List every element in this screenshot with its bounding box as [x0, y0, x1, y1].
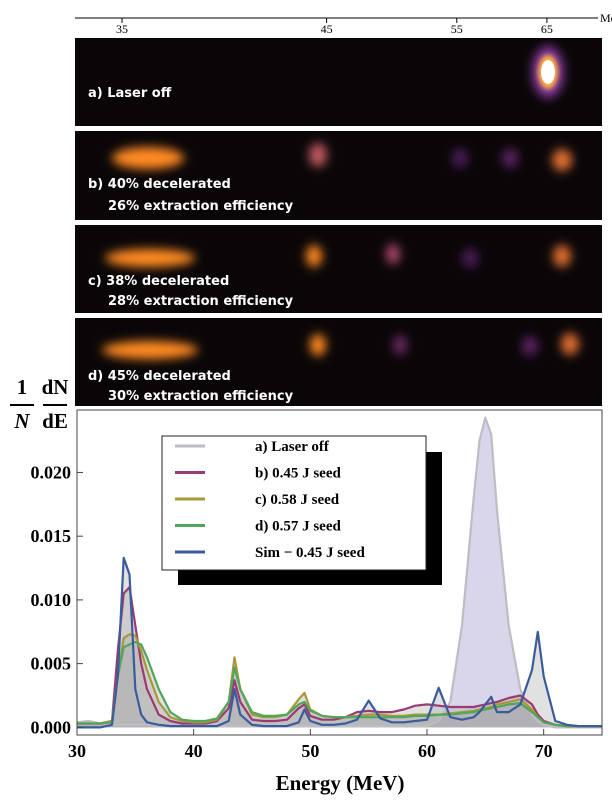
figure: 35 45 55 65 MeV a) Laser off b) 40% decelerate… — [0, 0, 612, 802]
top-tick-label: 45 — [321, 22, 333, 36]
panel-label: c) 38% decelerated — [88, 274, 229, 289]
spot — [541, 60, 555, 84]
panel-label: a) Laser off — [88, 86, 172, 101]
panel-label: 30% extraction efficiency — [108, 389, 294, 404]
y-label-den: N — [13, 409, 30, 433]
spot — [462, 248, 478, 268]
x-axis-label: Energy (MeV) — [276, 771, 405, 795]
legend-label: a) Laser off — [255, 439, 330, 455]
x-tick-label: 50 — [301, 741, 319, 761]
spot — [105, 249, 195, 267]
panel-label: d) 45% decelerated — [88, 369, 231, 384]
spot — [553, 245, 571, 267]
spot — [306, 245, 322, 267]
legend-label: Sim − 0.45 J seed — [255, 545, 365, 561]
x-tick-label: 40 — [185, 741, 203, 761]
top-tick-label: 35 — [116, 22, 128, 36]
legend-label: c) 0.58 J seed — [255, 492, 340, 508]
spot — [393, 335, 407, 355]
y-label-num: 1 — [17, 375, 28, 399]
y-label-num: dN — [42, 375, 69, 399]
spot — [552, 149, 572, 171]
spot — [309, 143, 327, 167]
y-label-den: dE — [42, 409, 68, 433]
spot — [102, 341, 198, 359]
top-tick-label: 65 — [541, 22, 553, 36]
panel-label: 26% extraction efficiency — [108, 199, 294, 214]
legend-label: d) 0.57 J seed — [255, 519, 341, 535]
y-tick-label: 0.020 — [31, 462, 72, 482]
spot — [561, 333, 579, 355]
spot — [310, 334, 326, 356]
top-axis-unit: MeV — [600, 11, 612, 25]
x-tick-label: 60 — [418, 741, 436, 761]
y-tick-label: 0.010 — [31, 590, 72, 610]
panel-label: b) 40% decelerated — [88, 177, 231, 192]
x-tick-label: 30 — [68, 741, 86, 761]
x-tick-label: 70 — [535, 741, 553, 761]
y-tick-label: 0.005 — [31, 654, 72, 674]
panel-label: 28% extraction efficiency — [108, 294, 294, 309]
y-tick-label: 0.000 — [31, 717, 72, 737]
y-tick-label: 0.015 — [31, 526, 72, 546]
spot — [112, 147, 184, 169]
spot — [386, 244, 400, 264]
top-tick-label: 55 — [451, 22, 463, 36]
spot — [502, 148, 518, 168]
panel-a — [75, 38, 602, 126]
legend-label: b) 0.45 J seed — [255, 466, 341, 482]
spot — [522, 336, 538, 356]
spot — [452, 148, 468, 168]
